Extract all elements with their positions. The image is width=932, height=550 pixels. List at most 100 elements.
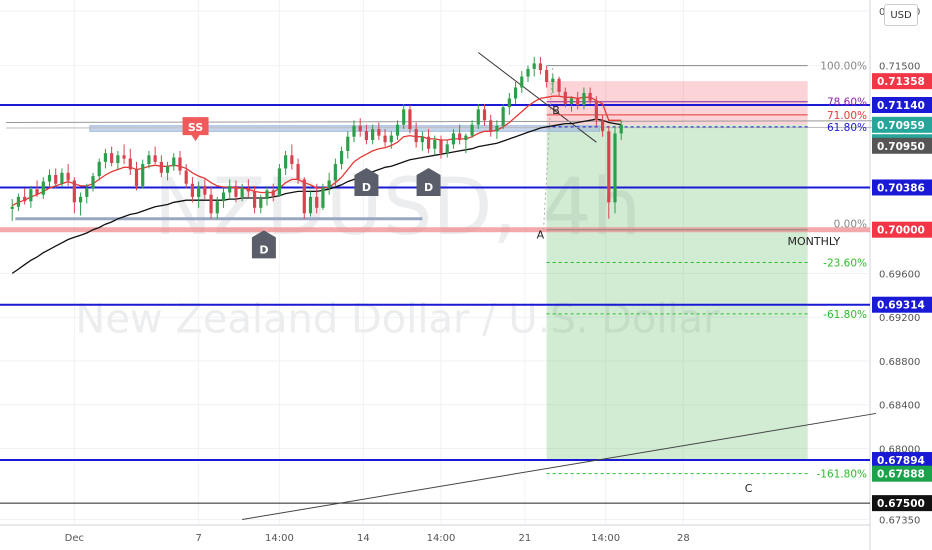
candle-body bbox=[246, 188, 250, 192]
candle bbox=[339, 146, 344, 170]
candle-body bbox=[445, 144, 449, 154]
candle bbox=[197, 181, 201, 208]
candle-body bbox=[582, 92, 586, 105]
candle bbox=[29, 185, 33, 208]
badge-label: D bbox=[259, 243, 268, 256]
candle-body bbox=[234, 185, 238, 197]
candle-body bbox=[190, 183, 195, 197]
price-tag-label: 0.71140 bbox=[877, 100, 925, 112]
grid-lines bbox=[0, 0, 870, 525]
candle bbox=[116, 150, 120, 170]
candle bbox=[352, 120, 356, 143]
time-tick-label: Dec bbox=[65, 533, 84, 544]
fib-level-label: 78.60% bbox=[827, 97, 867, 109]
candle bbox=[302, 177, 306, 219]
fib-level-label: 0.00% bbox=[834, 219, 867, 231]
price-tag-bg bbox=[872, 97, 932, 113]
level-price-tag: 0.67894 bbox=[872, 452, 932, 469]
price-tag: 0.67888 bbox=[872, 465, 932, 482]
candle bbox=[364, 124, 369, 145]
candle bbox=[371, 124, 375, 145]
price-tag-bg bbox=[872, 73, 932, 90]
price-tick-label: 0.68400 bbox=[879, 401, 920, 412]
candle-body bbox=[172, 157, 176, 167]
candle-body bbox=[607, 131, 611, 203]
price-tag-label: 0.69314 bbox=[877, 300, 925, 312]
split-badge: SS bbox=[182, 117, 209, 142]
candle bbox=[41, 177, 45, 200]
candle bbox=[153, 146, 157, 165]
candle bbox=[582, 87, 586, 110]
candle bbox=[91, 172, 95, 192]
price-tick-label: 0.69200 bbox=[879, 313, 920, 324]
candle bbox=[545, 65, 549, 88]
candle-body bbox=[321, 188, 325, 208]
candle-body bbox=[66, 172, 70, 181]
candle bbox=[10, 199, 14, 221]
candle bbox=[203, 179, 207, 200]
candle bbox=[296, 158, 300, 184]
candle-body bbox=[277, 168, 282, 196]
candle bbox=[284, 150, 288, 175]
dividend-badge: D bbox=[251, 230, 276, 259]
candle bbox=[147, 150, 151, 169]
candle bbox=[246, 179, 250, 197]
candle-body bbox=[308, 196, 313, 214]
symbol-watermark: NZDUSD, 4h bbox=[154, 163, 641, 253]
candle bbox=[513, 82, 518, 104]
candle-body bbox=[41, 181, 45, 195]
candle bbox=[346, 131, 350, 159]
candle bbox=[16, 193, 21, 212]
candle bbox=[321, 183, 325, 210]
candle-body bbox=[538, 63, 543, 70]
candle-body bbox=[569, 98, 574, 104]
candle bbox=[476, 103, 480, 130]
candle-body bbox=[526, 68, 530, 77]
candle-body bbox=[414, 129, 418, 143]
candle bbox=[234, 180, 238, 203]
candle bbox=[165, 161, 170, 181]
candle bbox=[134, 161, 139, 191]
candle-body bbox=[153, 155, 157, 162]
candle bbox=[122, 144, 126, 165]
candle bbox=[271, 183, 275, 202]
currency-button[interactable]: USD bbox=[884, 4, 918, 26]
candle-body bbox=[358, 125, 362, 132]
candle-body bbox=[327, 180, 331, 189]
candle-body bbox=[532, 63, 536, 69]
price-tick-label: 0.68000 bbox=[879, 444, 920, 455]
candle-body bbox=[35, 189, 39, 195]
candle bbox=[141, 159, 145, 189]
candle-body bbox=[408, 109, 412, 130]
price-tag-bg bbox=[872, 465, 932, 482]
candle-body bbox=[60, 172, 64, 184]
candle bbox=[551, 74, 555, 93]
badge-label: D bbox=[424, 181, 433, 194]
candle-body bbox=[352, 125, 356, 137]
candle bbox=[308, 191, 313, 217]
price-tag-bg bbox=[872, 221, 932, 238]
candle bbox=[252, 185, 257, 214]
event-badges: SS D D D bbox=[182, 117, 441, 259]
candle-body bbox=[54, 175, 58, 184]
price-tick-label: 0.67350 bbox=[879, 516, 920, 527]
annotation-b: B bbox=[552, 104, 560, 117]
candle-body bbox=[122, 155, 126, 159]
candle-body bbox=[209, 194, 213, 214]
candle-body bbox=[426, 136, 431, 149]
candle bbox=[54, 168, 58, 189]
candle bbox=[228, 179, 232, 200]
fib-trend-line bbox=[543, 65, 554, 230]
candle-body bbox=[85, 188, 89, 197]
candle bbox=[402, 103, 406, 130]
candle-body bbox=[588, 92, 592, 101]
candle-body bbox=[371, 129, 375, 140]
candle bbox=[470, 120, 474, 138]
candle-body bbox=[265, 190, 269, 200]
candle bbox=[277, 164, 282, 197]
time-tick-label: 7 bbox=[195, 533, 201, 544]
fib-level-label: 71.00% bbox=[827, 110, 867, 122]
candle-body bbox=[458, 133, 462, 140]
